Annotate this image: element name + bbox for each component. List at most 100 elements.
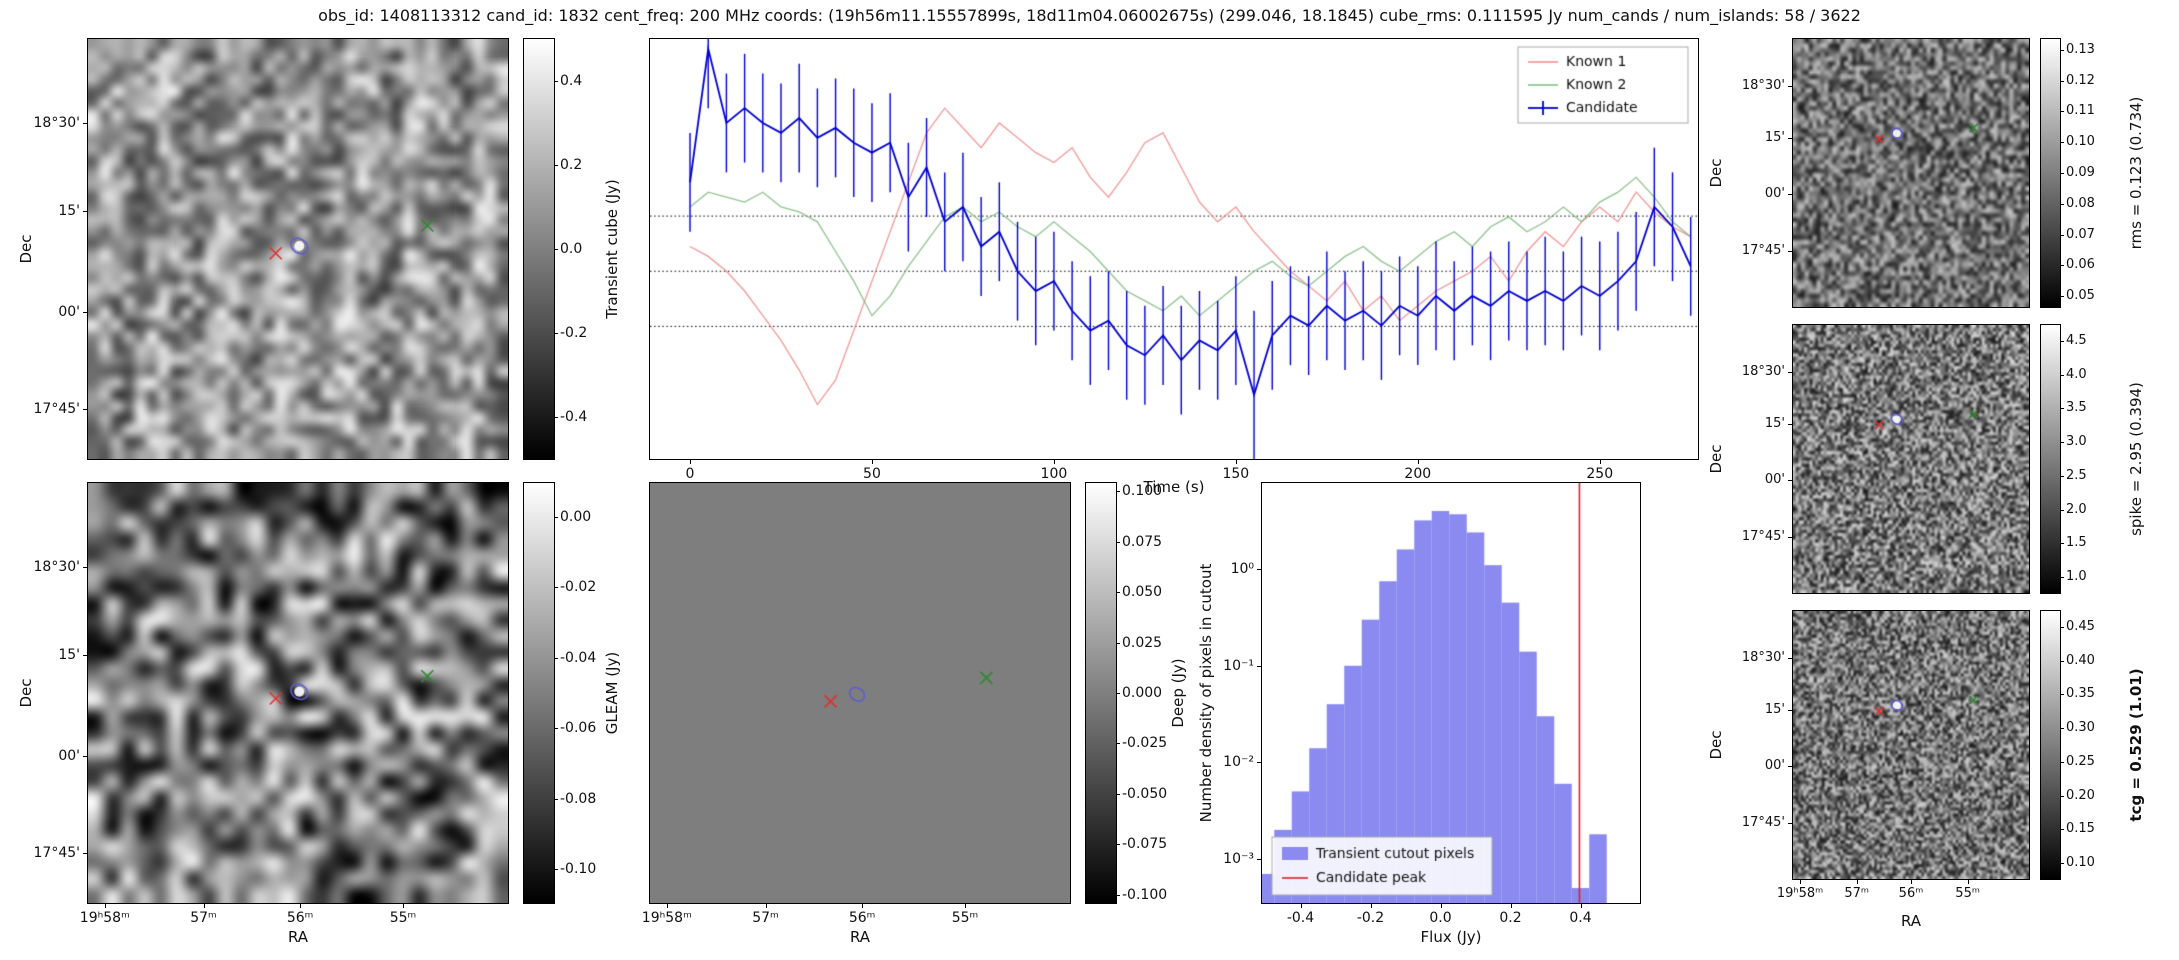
tick-mark	[1788, 710, 1793, 712]
time-axis-label: Time (s)	[1143, 478, 1205, 496]
tick-mark	[83, 756, 88, 757]
tcg-image	[1792, 610, 2030, 880]
tick-label: 17°45'	[33, 844, 80, 861]
tick-mark	[1417, 459, 1419, 464]
tick-label: 10⁻¹	[1223, 657, 1254, 674]
tick-mark	[83, 211, 88, 213]
tick-label: 250	[1586, 466, 1614, 482]
tick-label: -0.100	[1122, 886, 1168, 903]
tick-mark	[2060, 80, 2064, 82]
tick-label: 0.11	[2066, 103, 2095, 119]
tick-label: 15'	[1764, 130, 1785, 146]
transient-cube-colorbar-label: Transient cube (Jy)	[603, 179, 621, 319]
figure-title: obs_id: 1408113312 cand_id: 1832 cent_fr…	[318, 6, 1861, 25]
tcg-colorbar	[2040, 610, 2061, 880]
tick-label: 57ᵐ	[190, 910, 217, 926]
tick-mark	[2060, 203, 2064, 205]
tick-mark	[1257, 665, 1262, 667]
tick-label: -0.4	[560, 409, 588, 425]
tick-label: 0.4	[1569, 910, 1592, 926]
tick-mark	[2060, 49, 2064, 51]
rms-image	[1792, 38, 2030, 308]
tick-label: 0.09	[2066, 165, 2095, 180]
tick-mark	[1300, 903, 1302, 908]
tick-mark	[2060, 862, 2064, 864]
tick-mark	[554, 81, 558, 82]
tick-mark	[765, 903, 767, 908]
tick-mark	[1116, 642, 1120, 644]
tick-mark	[1580, 903, 1582, 908]
tick-label: 0.050	[1122, 584, 1163, 601]
tick-label: 0.06	[2066, 257, 2095, 273]
tick-mark	[2060, 142, 2064, 144]
tick-label: 2.0	[2066, 501, 2087, 517]
tick-label: 18°30'	[33, 115, 80, 131]
tick-label: 19ʰ58ᵐ	[1776, 886, 1824, 901]
flux-axis-label: Flux (Jy)	[1420, 928, 1482, 946]
tick-mark	[1116, 541, 1120, 543]
tick-mark	[83, 567, 88, 568]
tick-mark	[554, 417, 558, 418]
tick-label: 0.08	[2066, 195, 2095, 211]
tick-label: 55ᵐ	[1955, 886, 1980, 901]
tick-mark	[1788, 86, 1793, 88]
lightcurve-plot	[649, 38, 1699, 460]
tick-mark	[1116, 793, 1120, 795]
tick-label: 17°45'	[1741, 242, 1785, 258]
tick-mark	[1788, 536, 1793, 538]
tick-label: 56ᵐ	[848, 910, 876, 926]
tick-label: 1.5	[2066, 535, 2087, 551]
tick-label: 0	[685, 466, 695, 482]
tick-label: 17°45'	[1741, 528, 1785, 544]
tick-label: 0.25	[2066, 753, 2095, 769]
transient-cube-image	[87, 38, 509, 460]
tick-label: 57ᵐ	[752, 910, 779, 926]
tick-mark	[83, 655, 88, 657]
tick-label: 0.45	[2066, 619, 2095, 635]
tick-mark	[1235, 459, 1237, 464]
tick-label: -0.025	[1122, 735, 1168, 752]
tick-mark	[1257, 762, 1262, 764]
tick-mark	[554, 657, 558, 659]
tick-label: -0.2	[1356, 910, 1385, 926]
flux-histogram	[1261, 482, 1641, 904]
tick-label: 0.07	[2066, 226, 2095, 242]
dec-axis-label-tcg: Dec	[1707, 730, 1725, 760]
tick-label: 100	[1040, 466, 1068, 482]
ra-axis-label-gleam: RA	[287, 928, 309, 946]
tick-label: 17°45'	[1741, 814, 1785, 830]
tick-label: 15'	[58, 647, 80, 664]
tick-mark	[1788, 194, 1793, 196]
rms-colorbar-label: rms = 0.123 (0.734)	[2127, 96, 2145, 250]
tick-label: 0.2	[1499, 910, 1522, 926]
spike-colorbar	[2040, 324, 2061, 594]
tcg-colorbar-label: tcg = 0.529 (1.01)	[2127, 668, 2145, 822]
tick-mark	[2060, 576, 2064, 578]
tick-mark	[1370, 903, 1372, 908]
tick-label: 0.2	[560, 157, 583, 173]
tick-mark	[554, 165, 558, 166]
tick-mark	[2060, 475, 2064, 477]
spike-colorbar-label: spike = 2.95 (0.394)	[2127, 382, 2145, 536]
deep-image	[649, 482, 1071, 904]
tick-mark	[2060, 408, 2064, 410]
tick-mark	[1911, 879, 1912, 884]
tick-label: 0.13	[2066, 41, 2095, 57]
tick-label: -0.06	[560, 720, 597, 737]
tick-label: 00'	[1764, 472, 1785, 488]
tick-label: 0.12	[2066, 72, 2095, 88]
tick-mark	[1053, 459, 1055, 464]
tick-mark	[1116, 844, 1120, 846]
tick-mark	[2060, 509, 2064, 511]
ra-axis-label-tcg: RA	[1900, 912, 1922, 930]
tick-label: 4.5	[2066, 333, 2087, 349]
tick-mark	[1788, 372, 1793, 374]
tick-label: -0.2	[560, 325, 588, 341]
tick-label: -0.075	[1122, 836, 1168, 853]
tick-label: 57ᵐ	[1844, 886, 1870, 901]
histogram-y-axis-label: Number density of pixels in cutout	[1197, 563, 1215, 823]
tick-label: -0.050	[1122, 785, 1168, 802]
tick-mark	[2060, 442, 2064, 444]
tick-mark	[1116, 592, 1120, 594]
